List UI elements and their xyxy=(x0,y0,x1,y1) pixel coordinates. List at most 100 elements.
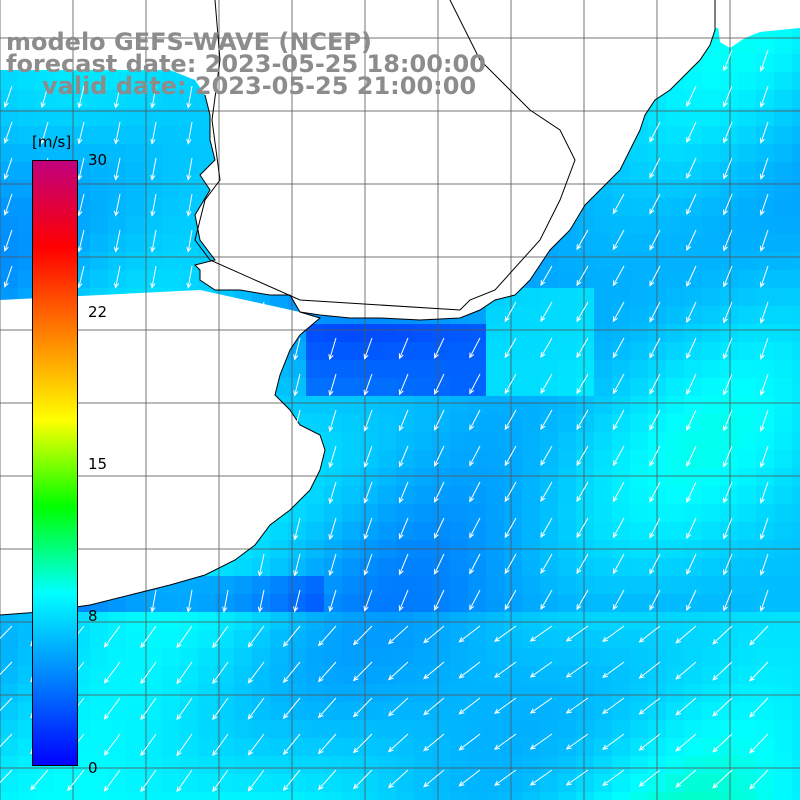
wind-speed-cell xyxy=(126,162,144,180)
wind-speed-cell xyxy=(666,378,684,396)
wind-speed-cell xyxy=(432,432,450,450)
wind-speed-cell xyxy=(144,144,162,162)
wind-speed-cell xyxy=(756,432,774,450)
wind-speed-cell xyxy=(144,90,162,108)
wind-speed-cell xyxy=(396,432,414,450)
wind-speed-cell xyxy=(558,360,576,378)
wind-speed-cell xyxy=(522,306,540,324)
wind-speed-cell xyxy=(486,360,504,378)
wind-speed-cell xyxy=(558,234,576,252)
wind-speed-cell xyxy=(144,162,162,180)
wind-speed-cell xyxy=(792,180,800,198)
wind-speed-cell xyxy=(720,144,738,162)
wind-speed-cell xyxy=(180,126,198,144)
wind-speed-cell xyxy=(666,90,684,108)
wind-speed-cell xyxy=(540,360,558,378)
wind-speed-cell xyxy=(792,378,800,396)
wind-speed-cell xyxy=(594,270,612,288)
wind-speed-cell xyxy=(0,72,18,90)
wind-speed-cell xyxy=(342,324,360,342)
wind-speed-cell xyxy=(72,144,90,162)
wind-speed-cell xyxy=(630,414,648,432)
wind-speed-cell xyxy=(594,432,612,450)
wind-speed-cell xyxy=(738,72,756,90)
wind-speed-cell xyxy=(342,378,360,396)
wind-speed-cell xyxy=(612,360,630,378)
wind-speed-cell xyxy=(486,396,504,414)
wind-speed-cell xyxy=(720,72,738,90)
wind-speed-cell xyxy=(162,216,180,234)
wind-speed-cell xyxy=(756,144,774,162)
wind-speed-cell xyxy=(324,396,342,414)
wind-speed-cell xyxy=(702,306,720,324)
wind-speed-cell xyxy=(540,432,558,450)
wind-speed-cell xyxy=(738,414,756,432)
wind-speed-cell xyxy=(666,414,684,432)
wind-speed-cell xyxy=(630,270,648,288)
wind-speed-cell xyxy=(540,342,558,360)
wind-speed-cell xyxy=(774,324,792,342)
colorbar-tick-label: 0 xyxy=(88,759,98,777)
wind-speed-cell xyxy=(594,342,612,360)
wind-speed-cell xyxy=(450,324,468,342)
wind-speed-cell xyxy=(522,432,540,450)
wind-speed-cell xyxy=(180,198,198,216)
wind-speed-cell xyxy=(468,360,486,378)
wind-speed-cell xyxy=(342,432,360,450)
wind-speed-cell xyxy=(792,108,800,126)
wind-speed-cell xyxy=(792,396,800,414)
wind-speed-cell xyxy=(612,216,630,234)
wind-speed-cell xyxy=(666,288,684,306)
wind-speed-cell xyxy=(90,144,108,162)
wind-speed-cell xyxy=(738,288,756,306)
colorbar-tick-label: 8 xyxy=(88,607,98,625)
wind-speed-cell xyxy=(342,360,360,378)
wind-speed-cell xyxy=(630,432,648,450)
wind-speed-cell xyxy=(738,306,756,324)
wind-speed-cell xyxy=(738,378,756,396)
wind-speed-cell xyxy=(306,378,324,396)
wind-speed-cell xyxy=(126,126,144,144)
wind-speed-cell xyxy=(792,432,800,450)
wind-speed-cell xyxy=(378,324,396,342)
wind-speed-cell xyxy=(144,108,162,126)
wind-speed-cell xyxy=(522,396,540,414)
wind-speed-cell xyxy=(522,342,540,360)
wind-speed-cell xyxy=(558,270,576,288)
wind-speed-cell xyxy=(0,144,18,162)
wind-speed-cell xyxy=(576,324,594,342)
wind-speed-cell xyxy=(540,414,558,432)
wind-speed-cell xyxy=(612,288,630,306)
wind-speed-cell xyxy=(306,360,324,378)
wind-speed-cell xyxy=(738,216,756,234)
wind-speed-cell xyxy=(486,414,504,432)
wind-speed-cell xyxy=(702,108,720,126)
wind-speed-cell xyxy=(126,72,144,90)
wind-speed-cell xyxy=(702,216,720,234)
wind-speed-cell xyxy=(378,414,396,432)
wind-speed-cell xyxy=(630,162,648,180)
wind-speed-cell xyxy=(792,270,800,288)
wind-speed-cell xyxy=(108,216,126,234)
wind-speed-cell xyxy=(666,360,684,378)
wind-speed-cell xyxy=(612,324,630,342)
wind-speed-cell xyxy=(594,396,612,414)
wind-speed-cell xyxy=(756,288,774,306)
wind-speed-cell xyxy=(792,144,800,162)
wind-speed-cell xyxy=(324,360,342,378)
wind-speed-cell xyxy=(54,126,72,144)
wind-speed-cell xyxy=(0,216,18,234)
wind-speed-cell xyxy=(486,324,504,342)
wind-speed-cell xyxy=(414,360,432,378)
wind-speed-cell xyxy=(738,54,756,72)
wind-speed-cell xyxy=(396,324,414,342)
wind-speed-cell xyxy=(108,72,126,90)
wind-speed-cell xyxy=(306,396,324,414)
wind-speed-cell xyxy=(558,378,576,396)
wind-speed-cell xyxy=(576,306,594,324)
wind-speed-cell xyxy=(666,108,684,126)
wind-speed-cell xyxy=(90,126,108,144)
wind-speed-cell xyxy=(612,432,630,450)
wind-speed-cell xyxy=(90,90,108,108)
wind-speed-cell xyxy=(792,324,800,342)
